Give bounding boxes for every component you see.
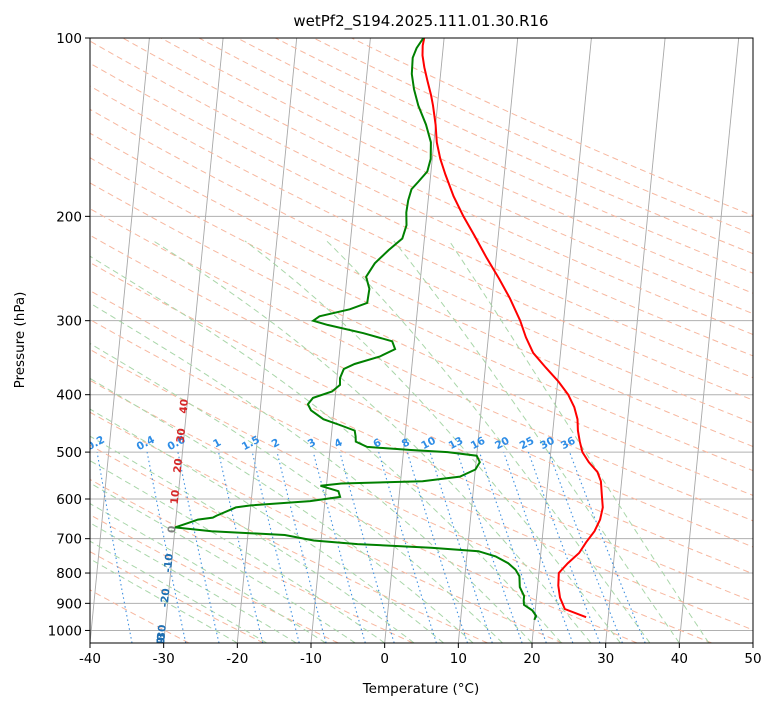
y-tick-label: 400	[56, 388, 82, 404]
dry-adiabat-label: 30	[175, 428, 188, 444]
dry-adiabat-label: -10	[162, 553, 176, 573]
moist-adiabat	[90, 522, 297, 643]
dry-adiabat	[90, 85, 753, 401]
dry-adiabat	[275, 38, 753, 255]
y-axis: 100 200 300 400 500 600 700 800 900 1000	[48, 31, 90, 639]
dry-adiabat-label: 40	[178, 398, 191, 414]
chart-title: wetPf2_S194.2025.111.01.30.R16	[293, 12, 548, 31]
mixing-ratio-line	[339, 451, 395, 643]
moist-adiabat	[393, 240, 680, 643]
mixing-ratio-line	[429, 451, 493, 643]
mixing-ratio-line	[378, 451, 437, 643]
mixing-ratio-line	[548, 451, 623, 643]
dry-adiabat	[90, 157, 753, 472]
y-tick-label: 700	[56, 532, 82, 548]
y-tick-label: 900	[56, 596, 82, 612]
dry-adiabat-label: -70	[154, 637, 168, 657]
y-tick-label: 300	[56, 314, 82, 330]
dry-adiabat-label: -80	[154, 637, 168, 657]
y-tick-label: 800	[56, 566, 82, 582]
x-axis: -40 -30 -20 -10 0 10 20 30 40 50	[79, 643, 762, 667]
isotherm-line	[605, 38, 666, 643]
dry-adiabat-label: -50	[154, 637, 168, 657]
moist-adiabat	[90, 460, 385, 643]
data-series	[174, 38, 604, 621]
plot-frame	[89, 37, 754, 644]
dry-adiabat	[90, 319, 753, 631]
dry-adiabat	[90, 62, 753, 379]
dry-adiabat	[90, 108, 753, 424]
dry-adiabat-label: -40	[154, 637, 168, 657]
dry-adiabat-label: 10	[169, 489, 182, 505]
dry-adiabat	[90, 261, 753, 575]
temperature-profile-line	[421, 38, 604, 619]
dry-adiabat	[236, 38, 753, 274]
isotherm-line	[163, 38, 224, 643]
x-tick-label: 20	[523, 651, 540, 667]
isotherm-line	[384, 38, 445, 643]
dry-adiabat	[90, 208, 753, 522]
y-tick-label: 500	[56, 445, 82, 461]
isotherm-line	[678, 38, 740, 643]
dry-adiabat	[198, 38, 753, 294]
dry-adiabat	[90, 290, 753, 603]
isotherm-line	[531, 38, 592, 643]
dry-adiabat	[90, 40, 753, 357]
x-tick-label: 0	[380, 651, 389, 667]
dry-adiabat	[351, 38, 753, 217]
isotherm-line	[236, 38, 298, 643]
dry-adiabat-label: -30	[155, 624, 169, 644]
moist-adiabat	[326, 240, 651, 643]
moist-adiabat	[90, 302, 533, 643]
moist-adiabat	[153, 240, 592, 643]
moist-adiabat	[90, 558, 238, 643]
y-tick-label: 200	[56, 209, 82, 225]
isotherm-line	[90, 38, 150, 643]
mixing-ratio-line	[527, 451, 601, 643]
dry-adiabat	[160, 38, 753, 315]
x-tick-label: 10	[450, 651, 467, 667]
x-tick-label: -40	[79, 651, 101, 667]
mixing-ratio-line	[96, 452, 133, 643]
dry-adiabat-label: 0	[166, 525, 179, 533]
moist-adiabat	[90, 408, 444, 643]
moist-adiabat	[448, 240, 710, 643]
x-tick-label: 40	[671, 651, 688, 667]
dry-adiabat	[90, 514, 339, 643]
dry-adiabat-label: -90	[154, 637, 168, 657]
dewpoint-profile-line	[174, 38, 538, 621]
x-axis-label: Temperature (°C)	[362, 681, 480, 697]
dry-adiabat	[90, 182, 753, 496]
dry-adiabat	[313, 38, 753, 236]
y-tick-label: 1000	[48, 623, 82, 639]
x-tick-label: -10	[300, 651, 322, 667]
moist-adiabat	[244, 240, 621, 643]
moist-adiabat	[90, 540, 268, 643]
dry-adiabat	[122, 38, 753, 336]
x-tick-label: 50	[744, 651, 761, 667]
dry-adiabat-label: -60	[154, 637, 168, 657]
plot-background-lines	[90, 38, 753, 643]
y-tick-label: 600	[56, 492, 82, 508]
dry-adiabat	[90, 234, 753, 548]
x-tick-label: -30	[153, 651, 175, 667]
isotherm-line	[457, 38, 519, 643]
dry-adiabat	[90, 132, 753, 448]
x-tick-label: 30	[597, 651, 614, 667]
moist-adiabat	[90, 377, 474, 643]
y-axis-label: Pressure (hPa)	[12, 292, 28, 389]
dry-adiabat-label: 20	[172, 458, 185, 474]
mixing-ratio-line	[406, 451, 469, 643]
x-tick-label: -20	[226, 651, 248, 667]
dry-adiabat	[90, 379, 638, 643]
dry-adiabat-label: -100	[153, 633, 168, 660]
y-tick-label: 100	[56, 31, 82, 47]
dry-adiabat-label: -20	[159, 588, 173, 608]
moist-adiabat	[90, 342, 503, 643]
mixing-ratio-line	[312, 451, 366, 643]
